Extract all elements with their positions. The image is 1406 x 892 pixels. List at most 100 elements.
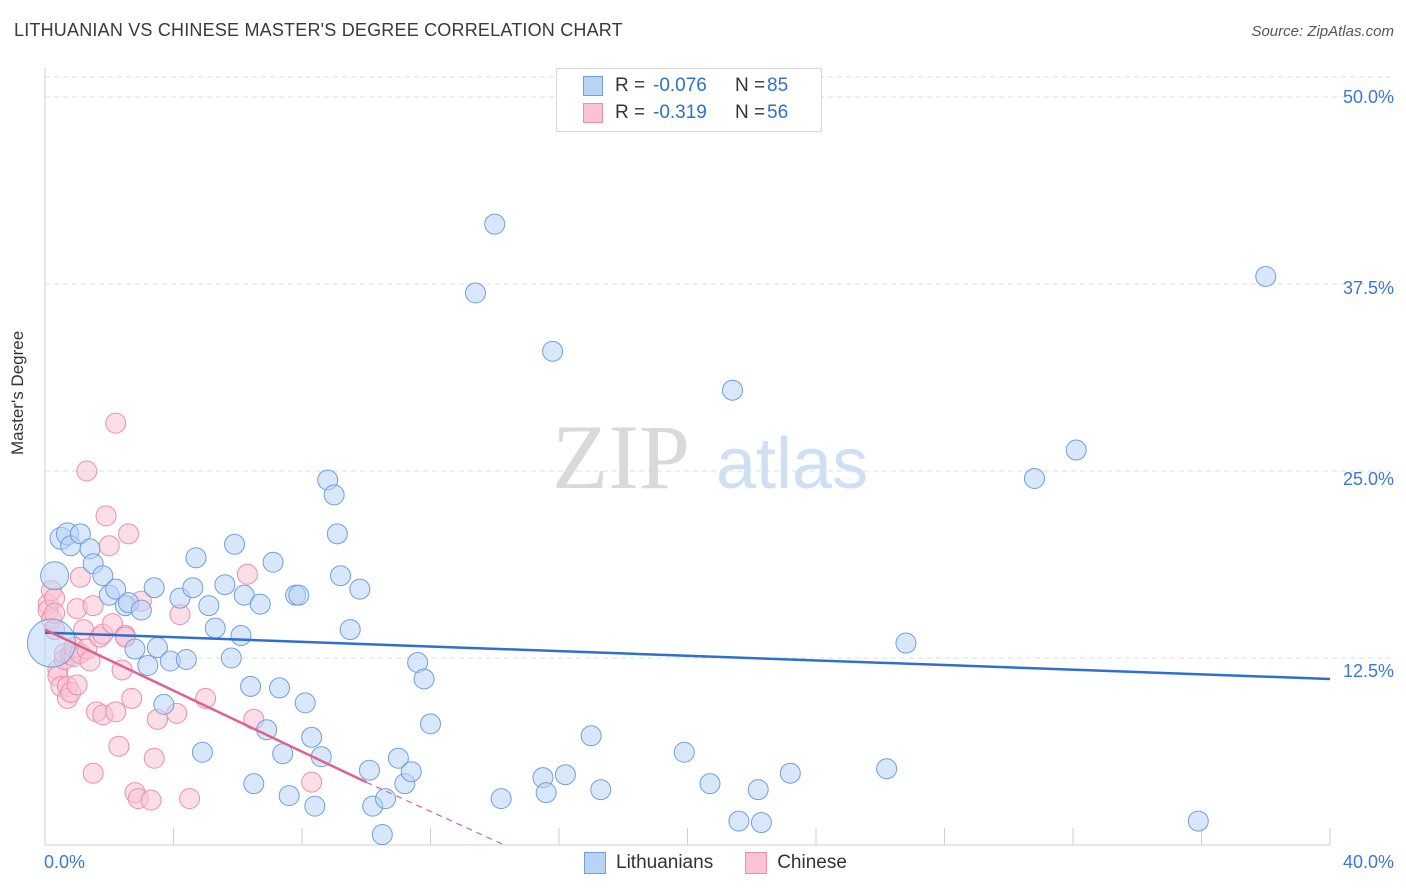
lithuanian-point: [464, 282, 486, 304]
lithuanian-point: [535, 782, 557, 804]
lithuanian-point: [26, 618, 76, 668]
lithuanian-point: [1023, 467, 1045, 489]
lithuanian-point: [330, 565, 352, 587]
lithuanian-point: [182, 577, 204, 599]
legend-r-label: R =: [615, 75, 646, 96]
lithuanian-point: [243, 773, 265, 795]
lithuanian-point: [301, 726, 323, 748]
legend-row-lithuanians: R = -0.076 N = 85: [583, 74, 788, 98]
source-label: Source: ZipAtlas.com: [1251, 23, 1394, 40]
legend-item-chinese: Chinese: [745, 852, 847, 874]
legend-r-label: R =: [615, 102, 646, 123]
lithuanian-point: [721, 379, 743, 401]
lithuanian-point: [204, 617, 226, 639]
chinese-point: [140, 789, 162, 811]
lithuanian-point: [876, 758, 898, 780]
chinese-point: [179, 788, 201, 810]
lithuanian-trend-line: [44, 631, 1331, 681]
legend-n-label: N =: [735, 75, 766, 96]
lithuanian-point: [484, 213, 506, 235]
lithuanian-point: [590, 779, 612, 801]
watermark-zip: ZIP: [552, 406, 690, 508]
lithuanian-point: [323, 484, 345, 506]
y-axis-title: Master's Degree: [8, 330, 27, 455]
lithuanian-point: [294, 692, 316, 714]
lithuanian-point: [191, 741, 213, 763]
lithuanian-point: [1255, 266, 1277, 288]
legend-r-value: -0.076: [653, 75, 707, 96]
chinese-point: [121, 687, 143, 709]
lithuanian-point: [198, 595, 220, 617]
y-tick-label: 12.5%: [1342, 661, 1394, 681]
lithuanian-point: [40, 561, 70, 591]
lithuanian-point: [554, 764, 576, 786]
lithuanian-point: [699, 773, 721, 795]
lithuanian-point: [220, 647, 242, 669]
lithuanian-point: [1065, 439, 1087, 461]
lithuanian-point: [249, 593, 271, 615]
legend-swatch-lithuanians: [584, 852, 606, 874]
chinese-point: [105, 412, 127, 434]
lithuanian-point: [304, 795, 326, 817]
lithuanian-point: [69, 523, 91, 545]
chinese-point: [301, 771, 323, 793]
chinese-trend-line: [44, 628, 367, 784]
lithuanian-point: [387, 747, 409, 769]
lithuanian-point: [230, 625, 252, 647]
stats-legend: R = -0.076 N = 85 R = -0.319 N = 56: [556, 68, 822, 132]
y-tick-label: 37.5%: [1342, 278, 1394, 298]
legend-r-value: -0.319: [653, 102, 707, 123]
chinese-point: [118, 523, 140, 545]
chinese-point: [105, 701, 127, 723]
lithuanian-point: [673, 741, 695, 763]
y-tick-label: 25.0%: [1342, 469, 1394, 489]
lithuanian-point: [175, 648, 197, 670]
lithuanian-point: [339, 619, 361, 641]
legend-label-lithuanians: Lithuanians: [616, 852, 714, 873]
chinese-point: [143, 747, 165, 769]
lithuanian-point: [358, 759, 380, 781]
chinese-point: [98, 535, 120, 557]
chinese-point: [69, 566, 91, 588]
lithuanian-point: [750, 812, 772, 834]
lithuanian-point: [92, 565, 114, 587]
legend-swatch-chinese: [745, 852, 768, 874]
lithuanian-point: [288, 584, 310, 606]
x-tick-label: 0.0%: [44, 852, 86, 872]
chinese-point: [76, 460, 98, 482]
legend-swatch-chinese: [583, 103, 603, 123]
chart-title: LITHUANIAN VS CHINESE MASTER'S DEGREE CO…: [14, 20, 623, 40]
lithuanian-point: [349, 578, 371, 600]
legend-n-label: N =: [735, 102, 766, 123]
lithuanian-point: [490, 788, 512, 810]
lithuanian-point: [233, 584, 255, 606]
x-tick-label: 40.0%: [1342, 852, 1394, 872]
legend-label-chinese: Chinese: [777, 852, 847, 873]
lithuanian-point: [371, 824, 393, 846]
lithuanian-point: [779, 762, 801, 784]
lithuanian-points: [26, 213, 1277, 846]
lithuanian-point: [262, 551, 284, 573]
legend-n-value: 56: [767, 102, 789, 123]
lithuanian-point: [420, 713, 441, 735]
lithuanian-point: [326, 523, 348, 545]
lithuanian-point: [130, 599, 152, 621]
lithuanian-point: [278, 785, 300, 807]
chinese-point: [82, 595, 104, 617]
lithuanian-point: [224, 533, 246, 555]
lithuanian-point: [153, 693, 175, 715]
lithuanian-point: [400, 761, 422, 783]
legend-n-value: 85: [767, 75, 789, 96]
lithuanian-point: [375, 788, 397, 810]
legend-item-lithuanians: Lithuanians: [584, 852, 713, 874]
lithuanian-point: [728, 810, 750, 832]
lithuanian-point: [143, 577, 165, 599]
lithuanian-point: [269, 677, 291, 699]
lithuanian-point: [105, 578, 127, 600]
lithuanian-point: [185, 547, 207, 569]
legend-row-chinese: R = -0.319 N = 56: [583, 101, 788, 125]
chinese-point: [236, 563, 258, 585]
lithuanian-point: [580, 725, 602, 747]
lithuanian-point: [240, 675, 262, 697]
legend-swatch-lithuanians: [583, 76, 603, 96]
